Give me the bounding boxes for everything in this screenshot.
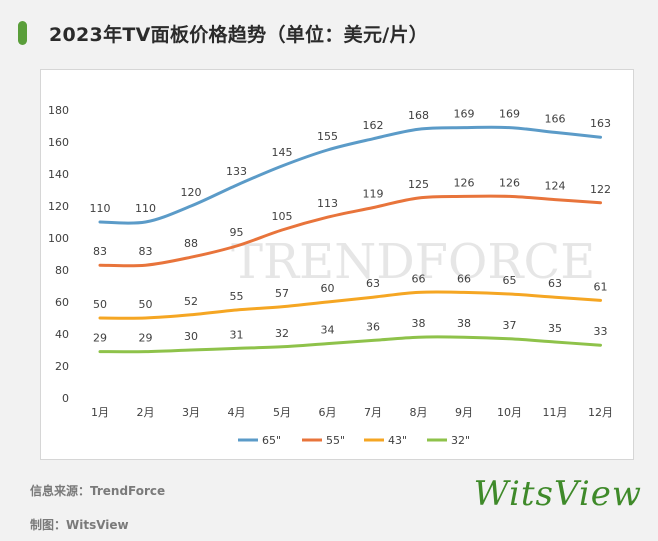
- data-label: 122: [590, 183, 611, 196]
- y-tick-label: 100: [48, 232, 69, 245]
- data-label: 110: [90, 202, 111, 215]
- series-line-2: [98, 194, 602, 268]
- data-label: 55: [230, 290, 244, 303]
- data-label: 29: [139, 332, 153, 345]
- y-tick-label: 60: [55, 296, 69, 309]
- x-axis: 1月 2月 3月 4月 5月 6月 7月 8月 9月 10月 11月 12月: [91, 406, 613, 419]
- data-label: 166: [545, 112, 566, 125]
- data-label: 30: [184, 330, 198, 343]
- data-label: 133: [226, 165, 247, 178]
- maker-note: 制图：WitsView: [30, 518, 129, 532]
- data-label: 50: [93, 298, 107, 311]
- data-label: 34: [321, 324, 335, 337]
- line-chart: TRENDFORCE 0 20 40 60 80 100 120 140 160 180 1月 2月…: [48, 104, 613, 447]
- data-label: 63: [548, 277, 562, 290]
- y-tick-label: 40: [55, 328, 69, 341]
- x-tick-label: 3月: [182, 406, 200, 419]
- x-tick-label: 6月: [319, 406, 337, 419]
- data-label: 50: [139, 298, 153, 311]
- data-label: 126: [499, 176, 520, 189]
- y-axis: 0 20 40 60 80 100 120 140 160 180: [48, 104, 69, 405]
- data-label: 52: [184, 295, 198, 308]
- y-tick-label: 160: [48, 136, 69, 149]
- data-label: 163: [590, 117, 611, 130]
- data-label: 83: [93, 245, 107, 258]
- data-label: 83: [139, 245, 153, 258]
- chart-card: TRENDFORCE 0 20 40 60 80 100 120 140 160 180 1月 2月…: [40, 69, 634, 460]
- x-tick-label: 1月: [91, 406, 109, 419]
- legend-label: 32": [451, 434, 470, 447]
- data-label: 169: [454, 108, 475, 121]
- y-tick-label: 0: [62, 392, 69, 405]
- x-tick-label: 10月: [497, 406, 522, 419]
- data-label: 61: [594, 280, 608, 293]
- data-label: 113: [317, 197, 338, 210]
- data-label: 38: [457, 317, 471, 330]
- x-tick-label: 12月: [588, 406, 613, 419]
- data-label: 31: [230, 328, 244, 341]
- x-tick-label: 5月: [273, 406, 291, 419]
- y-tick-label: 120: [48, 200, 69, 213]
- x-tick-label: 8月: [410, 406, 428, 419]
- x-tick-label: 11月: [543, 406, 568, 419]
- chart-title: 2023年TV面板价格趋势（单位：美元/片）: [49, 23, 429, 46]
- data-label: 145: [272, 146, 293, 159]
- data-label: 36: [366, 320, 380, 333]
- data-label: 119: [363, 188, 384, 201]
- series-line-1: [98, 125, 602, 225]
- data-label: 66: [457, 272, 471, 285]
- data-label: 110: [135, 202, 156, 215]
- title-accent-bar: [18, 21, 27, 45]
- legend-label: 65": [262, 434, 281, 447]
- legend: 65" 55" 43" 32": [238, 434, 470, 447]
- data-label: 66: [412, 272, 426, 285]
- data-label: 38: [412, 317, 426, 330]
- witsview-logo: WitsView: [473, 474, 642, 514]
- data-label: 126: [454, 176, 475, 189]
- data-label: 63: [366, 277, 380, 290]
- series-line-3: [98, 290, 602, 320]
- series-line-4: [98, 335, 602, 354]
- data-label: 32: [275, 327, 289, 340]
- y-tick-label: 140: [48, 168, 69, 181]
- y-tick-label: 180: [48, 104, 69, 117]
- data-label: 57: [275, 287, 289, 300]
- data-label: 60: [321, 282, 335, 295]
- legend-label: 55": [326, 434, 345, 447]
- data-label: 124: [545, 180, 566, 193]
- data-label: 120: [181, 186, 202, 199]
- watermark: TRENDFORCE: [231, 234, 595, 290]
- data-label: 162: [363, 119, 384, 132]
- y-tick-label: 20: [55, 360, 69, 373]
- x-tick-label: 9月: [455, 406, 473, 419]
- data-label: 125: [408, 178, 429, 191]
- data-label: 29: [93, 332, 107, 345]
- data-label: 95: [230, 226, 244, 239]
- data-label: 105: [272, 210, 293, 223]
- data-label: 88: [184, 237, 198, 250]
- data-label: 35: [548, 322, 562, 335]
- x-tick-label: 7月: [364, 406, 382, 419]
- y-tick-label: 80: [55, 264, 69, 277]
- x-tick-label: 4月: [228, 406, 246, 419]
- data-label: 33: [594, 325, 608, 338]
- data-label: 169: [499, 108, 520, 121]
- title-bar: 2023年TV面板价格趋势（单位：美元/片）: [18, 16, 428, 50]
- data-label: 65: [503, 274, 517, 287]
- data-label: 168: [408, 109, 429, 122]
- source-note: 信息来源：TrendForce: [30, 484, 166, 498]
- data-label: 155: [317, 130, 338, 143]
- data-label: 37: [503, 319, 517, 332]
- legend-label: 43": [388, 434, 407, 447]
- series-group: 110 110 120 133 145 155 162 168 169 169 166 163 83 83…: [90, 108, 611, 354]
- x-tick-label: 2月: [137, 406, 155, 419]
